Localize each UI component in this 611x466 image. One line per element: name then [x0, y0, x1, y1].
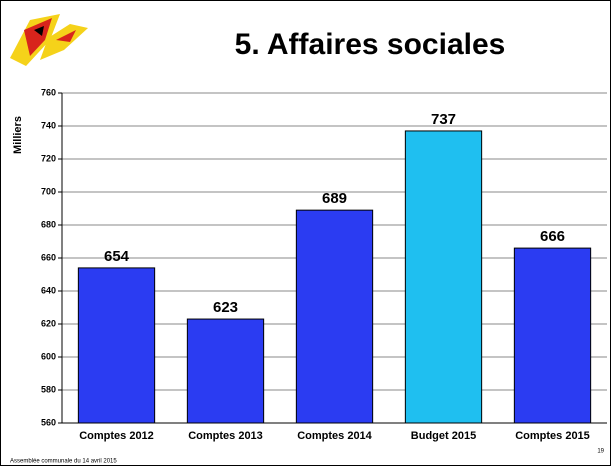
chart-title: 5. Affaires sociales [235, 28, 506, 61]
bar [186, 318, 265, 424]
bar [295, 209, 374, 424]
page-number: 19 [597, 449, 604, 455]
footer: Assemblée communale du 14 avril 2015 [10, 459, 117, 465]
x-tick-label: Comptes 2014 [297, 430, 372, 442]
bar [77, 267, 156, 424]
bar [513, 247, 592, 424]
y-tick-label: 660 [41, 252, 56, 262]
y-tick-label: 580 [41, 384, 56, 394]
logo [10, 14, 88, 66]
data-label: 666 [540, 228, 565, 245]
x-tick-label: Budget 2015 [411, 430, 476, 442]
y-tick-label: 760 [41, 87, 56, 97]
y-tick-label: 720 [41, 153, 56, 163]
x-tick-label: Comptes 2012 [79, 430, 154, 442]
y-tick-label: 640 [41, 285, 56, 295]
y-tick-label: 700 [41, 186, 56, 196]
data-label: 737 [431, 111, 456, 128]
y-tick-label: 620 [41, 318, 56, 328]
y-axis-label: Milliers [12, 116, 24, 154]
y-tick-label: 600 [41, 351, 56, 361]
data-label: 689 [322, 190, 347, 207]
data-label: 654 [104, 248, 130, 265]
y-tick-label: 680 [41, 219, 56, 229]
y-tick-label: 560 [41, 417, 56, 427]
x-tick-label: Comptes 2015 [515, 430, 590, 442]
bar [404, 130, 483, 424]
y-tick-label: 740 [41, 120, 56, 130]
x-tick-label: Comptes 2013 [188, 430, 263, 442]
data-label: 623 [213, 299, 238, 316]
